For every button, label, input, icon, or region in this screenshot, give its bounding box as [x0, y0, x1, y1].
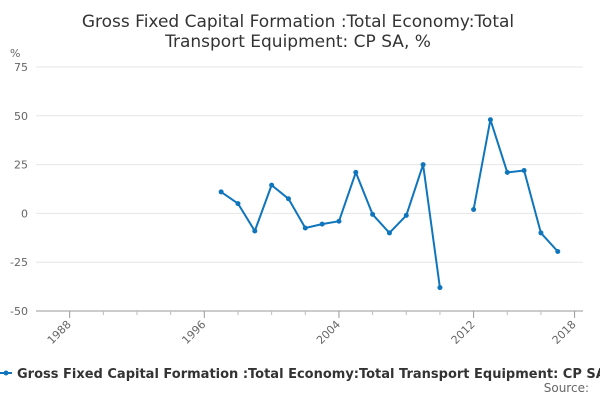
gridlines	[36, 66, 583, 263]
data-point-2017[interactable]	[555, 248, 561, 254]
series-line	[220, 163, 441, 288]
legend[interactable]: Gross Fixed Capital Formation :Total Eco…	[0, 367, 600, 382]
data-point-1999[interactable]	[252, 228, 258, 234]
data-point-2002[interactable]	[302, 225, 308, 231]
data-point-2005[interactable]	[353, 169, 359, 175]
data-point-2012[interactable]	[471, 206, 477, 212]
data-point-1998[interactable]	[235, 201, 241, 207]
chart-title: Gross Fixed Capital Formation :Total Eco…	[82, 12, 514, 52]
y-tick-label: 50	[14, 110, 28, 123]
data-point-2006[interactable]	[370, 211, 376, 217]
y-tick-label: -50	[10, 305, 28, 318]
data-point-2000[interactable]	[269, 182, 275, 188]
data-point-2001[interactable]	[285, 196, 291, 202]
data-point-2016[interactable]	[538, 230, 544, 236]
x-tick-label: 1988	[45, 318, 74, 347]
data-point-2007[interactable]	[386, 230, 392, 236]
x-tick-label: 2012	[449, 318, 478, 347]
data-point-2008[interactable]	[403, 212, 409, 218]
legend-label: Gross Fixed Capital Formation :Total Eco…	[17, 367, 600, 382]
y-tick-label: -25	[10, 256, 28, 269]
x-tick-label: 2004	[314, 318, 343, 347]
chart-title-line-2: Transport Equipment: CP SA, %	[164, 32, 431, 52]
data-point-1997[interactable]	[218, 189, 224, 195]
data-point-2015[interactable]	[521, 167, 527, 173]
data-point-2004[interactable]	[336, 218, 342, 224]
source-label: Source:	[544, 381, 589, 395]
y-axis-ticks: 75 50 25 0 -25 -50	[10, 61, 28, 318]
data-point-2013[interactable]	[487, 117, 493, 123]
data-point-2009[interactable]	[420, 162, 426, 168]
y-tick-label: 75	[14, 61, 28, 74]
legend-point-marker	[3, 370, 9, 376]
data-point-2014[interactable]	[504, 169, 510, 175]
y-axis-label: %	[10, 47, 20, 60]
x-tick-label: 2018	[550, 318, 579, 347]
series-line	[472, 118, 559, 253]
y-tick-label: 0	[21, 207, 28, 220]
x-tick-label: 1996	[179, 318, 208, 347]
chart-title-line-1: Gross Fixed Capital Formation :Total Eco…	[82, 12, 514, 32]
data-point-2003[interactable]	[319, 221, 325, 227]
y-tick-label: 25	[14, 159, 28, 172]
series-layer	[218, 117, 561, 291]
x-axis: 1988 1996 2004 2012 2018	[36, 310, 583, 347]
data-point-2010[interactable]	[437, 285, 443, 291]
